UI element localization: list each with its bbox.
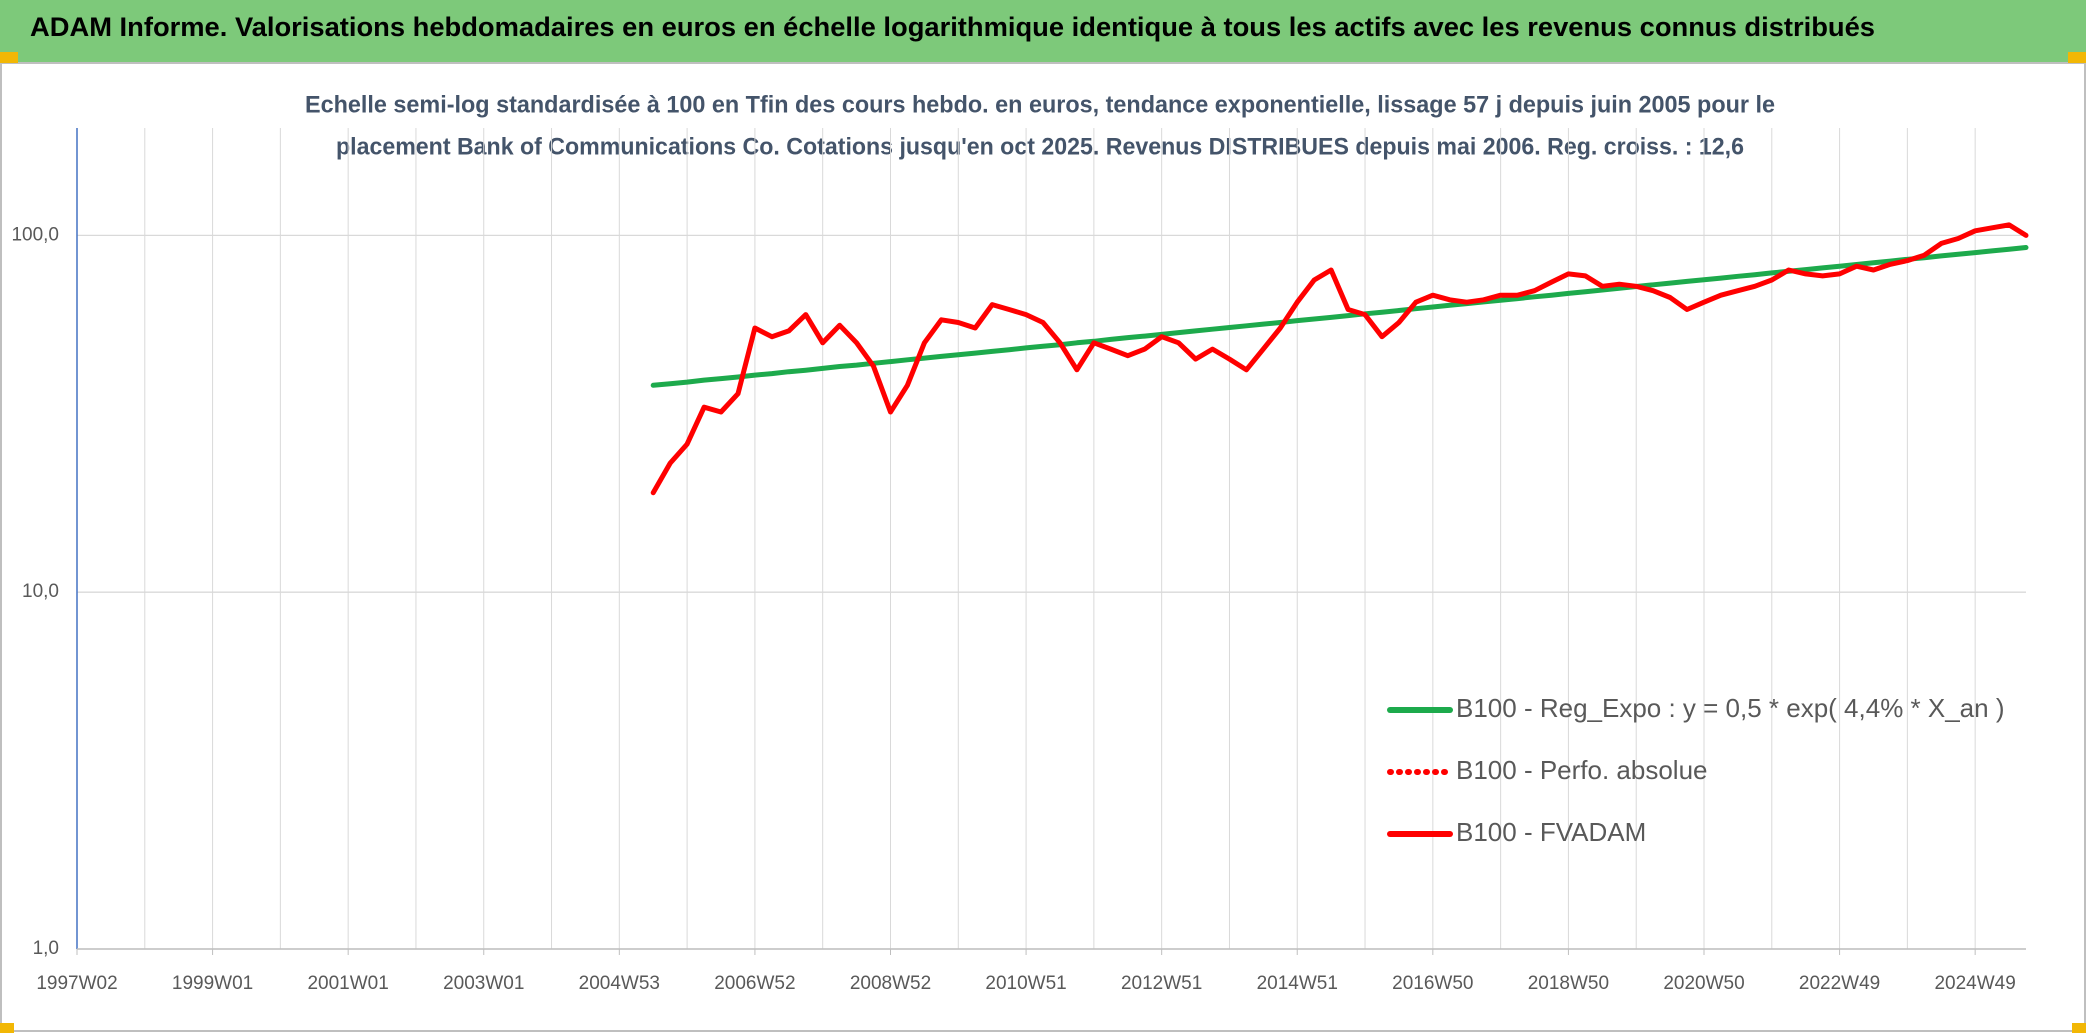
legend-label: B100 - Perfo. absolue <box>1456 755 1708 785</box>
series-line <box>650 222 2029 496</box>
legend-label: B100 - Reg_Expo : y = 0,5 * exp( 4,4% * … <box>1456 693 2005 723</box>
chart-subtitle: placement Bank of Communications Co. Cot… <box>336 133 1744 160</box>
x-tick-label: 2024W49 <box>1934 973 2015 994</box>
chart-title: ADAM Informe. Valorisations hebdomadaire… <box>30 12 1875 42</box>
x-tick-label: 1999W01 <box>172 973 253 994</box>
x-tick-label: 2001W01 <box>307 973 388 994</box>
legend-label: B100 - FVADAM <box>1456 817 1646 847</box>
chart-subtitle: Echelle semi-log standardisée à 100 en T… <box>305 91 1775 118</box>
y-tick-label: 100,0 <box>11 224 59 245</box>
corner-marker <box>0 1023 14 1033</box>
x-tick-label: 2006W52 <box>714 973 795 994</box>
frame <box>0 62 2086 1032</box>
corner-marker <box>2072 1023 2086 1033</box>
x-tick-label: 2018W50 <box>1528 973 1609 994</box>
x-tick-label: 2016W50 <box>1392 973 1473 994</box>
corner-marker <box>0 52 18 63</box>
x-tick-label: 2004W53 <box>579 973 660 994</box>
title-bar <box>0 0 2086 63</box>
corner-marker <box>2068 52 2086 63</box>
x-tick-label: 2014W51 <box>1257 973 1338 994</box>
x-tick-label: 2012W51 <box>1121 973 1202 994</box>
y-tick-label: 1,0 <box>33 938 59 959</box>
x-tick-label: 1997W02 <box>36 973 117 994</box>
x-tick-label: 2020W50 <box>1663 973 1744 994</box>
y-tick-label: 10,0 <box>22 581 59 602</box>
x-tick-label: 2008W52 <box>850 973 931 994</box>
x-tick-label: 2010W51 <box>985 973 1066 994</box>
x-tick-label: 2003W01 <box>443 973 524 994</box>
x-tick-label: 2022W49 <box>1799 973 1880 994</box>
